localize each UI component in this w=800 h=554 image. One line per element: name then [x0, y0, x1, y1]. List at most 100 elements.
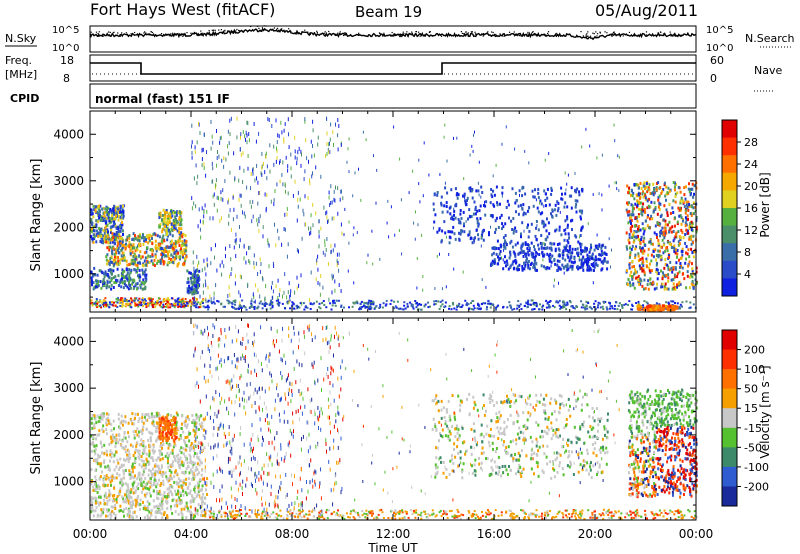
heatmap-cell	[275, 118, 277, 123]
heatmap-cell	[592, 264, 595, 268]
heatmap-cell	[688, 182, 690, 186]
noise-search-point	[110, 35, 112, 37]
heatmap-cell	[119, 215, 122, 219]
heatmap-cell	[655, 305, 659, 309]
heatmap-cell	[490, 261, 492, 265]
heatmap-cell	[196, 415, 199, 419]
heatmap-cell	[144, 476, 147, 480]
heatmap-cell	[580, 306, 583, 309]
heatmap-cell	[422, 275, 424, 279]
heatmap-cell	[163, 298, 166, 300]
heatmap-cell	[502, 236, 505, 240]
heatmap-cell	[105, 465, 108, 469]
heatmap-cell	[130, 306, 133, 309]
heatmap-cell	[212, 216, 214, 221]
heatmap-cell	[108, 459, 111, 463]
noise-search-point	[657, 32, 659, 34]
heatmap-cell	[450, 217, 453, 221]
heatmap-cell	[247, 282, 249, 287]
heatmap-cell	[636, 219, 639, 223]
heatmap-cell	[613, 123, 615, 127]
heatmap-cell	[195, 276, 198, 280]
heatmap-cell	[90, 276, 93, 280]
noise-search-point	[336, 33, 338, 35]
heatmap-cell	[249, 260, 251, 265]
heatmap-cell	[246, 133, 248, 138]
heatmap-cell	[678, 208, 681, 212]
heatmap-cell	[440, 203, 443, 207]
heatmap-cell	[96, 462, 99, 466]
heatmap-cell	[661, 189, 664, 193]
heatmap-cell	[550, 212, 552, 216]
heatmap-cell	[521, 250, 524, 254]
heatmap-cell	[206, 257, 208, 262]
heatmap-cell	[188, 271, 191, 275]
heatmap-cell	[101, 412, 104, 416]
heatmap-cell	[514, 243, 517, 247]
noise-search-point	[96, 35, 99, 37]
heatmap-cell	[563, 303, 566, 306]
heatmap-cell	[313, 153, 315, 158]
heatmap-cell	[110, 220, 113, 224]
heatmap-cell	[103, 219, 106, 223]
heatmap-cell	[137, 274, 139, 278]
heatmap-cell	[118, 233, 121, 237]
heatmap-cell	[205, 298, 207, 303]
heatmap-cell	[312, 119, 314, 124]
heatmap-cell	[91, 426, 94, 430]
heatmap-cell	[249, 245, 251, 250]
heatmap-cell	[602, 251, 604, 255]
heatmap-cell	[103, 461, 105, 465]
heatmap-cell	[258, 191, 260, 195]
heatmap-cell	[495, 252, 498, 256]
heatmap-cell	[616, 181, 617, 185]
heatmap-cell	[539, 201, 541, 205]
heatmap-cell	[333, 299, 336, 302]
heatmap-cell	[628, 236, 631, 240]
heatmap-cell	[642, 182, 645, 186]
heatmap-cell	[629, 219, 632, 223]
heatmap-cell	[268, 264, 270, 269]
heatmap-cell	[689, 301, 692, 304]
heatmap-cell	[540, 234, 543, 237]
heatmap-cell	[575, 202, 578, 206]
heatmap-cell	[685, 257, 688, 261]
heatmap-cell	[212, 194, 214, 199]
heatmap-cell	[385, 303, 388, 306]
heatmap-cell	[677, 283, 680, 287]
heatmap-cell	[222, 188, 224, 193]
heatmap-cell	[248, 138, 250, 143]
heatmap-cell	[679, 282, 682, 286]
heatmap-cell	[161, 249, 164, 253]
heatmap-cell	[631, 204, 634, 208]
heatmap-cell	[163, 299, 165, 302]
noise-search-point	[379, 33, 382, 35]
heatmap-cell	[229, 208, 231, 213]
noise-search-point	[611, 35, 613, 37]
heatmap-cell	[533, 308, 536, 310]
heatmap-cell	[667, 267, 670, 271]
noise-search-point	[526, 33, 528, 35]
heatmap-cell	[514, 201, 517, 205]
heatmap-cell	[302, 208, 304, 213]
heatmap-cell	[672, 199, 675, 203]
heatmap-cell	[326, 152, 328, 156]
heatmap-cell	[521, 221, 524, 225]
heatmap-cell	[133, 299, 136, 302]
heatmap-cell	[581, 189, 584, 193]
noise-search-point	[395, 34, 397, 36]
heatmap-cell	[116, 244, 119, 248]
heatmap-cell	[151, 298, 154, 301]
heatmap-cell	[507, 203, 510, 207]
heatmap-cell	[676, 220, 679, 224]
heatmap-cell	[692, 255, 695, 259]
heatmap-cell	[192, 276, 195, 279]
heatmap-cell	[548, 266, 551, 270]
heatmap-cell	[515, 261, 517, 265]
heatmap-cell	[637, 183, 640, 187]
heatmap-cell	[203, 210, 205, 214]
heatmap-cell	[150, 412, 153, 416]
heatmap-cell	[417, 223, 419, 227]
heatmap-cell	[198, 269, 201, 273]
heatmap-cell	[309, 308, 312, 310]
